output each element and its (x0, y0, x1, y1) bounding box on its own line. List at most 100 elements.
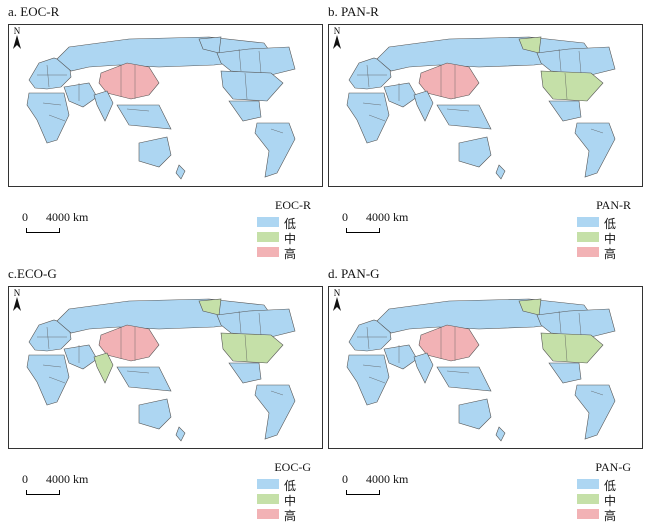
panel-title: c.ECO-G (8, 266, 57, 281)
scale-bar: 0 4000 km (22, 472, 142, 500)
region-sea (436, 366, 492, 392)
legend: PAN-R 低中高 (571, 198, 631, 261)
scale-distance: 4000 km (46, 210, 89, 224)
legend-label: 高 (284, 247, 297, 261)
legend: EOC-G 低中高 (251, 460, 311, 523)
country-border (238, 310, 242, 334)
region-europe (28, 57, 72, 90)
region-middle_east (383, 344, 418, 370)
legend-title: EOC-R (275, 198, 311, 212)
region-southamerica (254, 122, 296, 178)
region-india (413, 352, 434, 384)
country-border (366, 326, 370, 350)
legend-swatch (577, 217, 599, 227)
world-map: N (8, 286, 323, 449)
scale-bar: 0 4000 km (342, 210, 462, 238)
region-india (93, 90, 114, 122)
region-china (418, 324, 480, 362)
legend-title: PAN-R (596, 198, 631, 212)
region-newzealand (495, 164, 506, 180)
north-arrow-icon: N (13, 288, 21, 311)
region-canada (216, 46, 296, 76)
legend-swatch (577, 494, 599, 504)
region-australia (458, 398, 492, 430)
country-border (270, 128, 284, 134)
country-border (446, 108, 470, 112)
legend-swatch (577, 232, 599, 242)
country-border (362, 364, 382, 368)
region-canada (536, 46, 616, 76)
region-australia (138, 136, 172, 168)
country-border (590, 390, 604, 396)
region-canada (536, 308, 616, 338)
legend-title: PAN-G (595, 460, 631, 474)
region-middle_east (63, 344, 98, 370)
region-middle_east (383, 82, 418, 108)
north-arrow-head (13, 297, 21, 311)
country-border (126, 370, 150, 374)
region-mexico (228, 362, 262, 384)
panel-title: b. PAN-R (328, 4, 379, 19)
region-newzealand (175, 164, 186, 180)
region-sea (436, 104, 492, 130)
country-border (46, 326, 50, 350)
north-label: N (14, 26, 21, 36)
legend-swatch (577, 479, 599, 489)
legend-swatch (257, 494, 279, 504)
country-border (590, 128, 604, 134)
region-mexico (548, 362, 582, 384)
world-map: N (8, 24, 323, 187)
region-usa (220, 332, 284, 364)
map-canvas (26, 36, 296, 180)
scale-bar: 0 4000 km (342, 472, 462, 500)
country-border (244, 72, 248, 100)
country-border (558, 310, 562, 334)
map-panel-a: a. EOC-R N 0 4000 km EOC-R 低中高 (4, 0, 325, 261)
region-india (93, 352, 114, 384)
country-border (46, 64, 50, 88)
country-border (238, 48, 242, 72)
scale-distance: 4000 km (46, 472, 89, 486)
region-usa (540, 70, 604, 102)
scale-zero: 0 (342, 472, 348, 486)
country-border (558, 48, 562, 72)
legend: EOC-R 低中高 (251, 198, 311, 261)
legend-label: 低 (604, 217, 617, 231)
legend-swatch (577, 247, 599, 257)
region-australia (458, 136, 492, 168)
region-china (98, 62, 160, 100)
legend-swatch (257, 217, 279, 227)
map-canvas (26, 298, 296, 442)
north-label: N (334, 288, 341, 298)
country-border (270, 390, 284, 396)
region-sea (116, 104, 172, 130)
country-border (578, 50, 582, 74)
legend-label: 中 (284, 232, 297, 246)
country-border (258, 50, 262, 74)
region-europe (28, 319, 72, 352)
region-china (98, 324, 160, 362)
scale-zero: 0 (22, 210, 28, 224)
region-africa (346, 354, 390, 406)
legend-swatch (577, 509, 599, 519)
region-usa (220, 70, 284, 102)
country-border (366, 64, 370, 88)
country-border (368, 376, 386, 384)
country-border (564, 334, 568, 362)
region-mexico (228, 100, 262, 122)
region-india (413, 90, 434, 122)
north-arrow-head (333, 297, 341, 311)
country-border (48, 114, 66, 122)
region-middle_east (63, 82, 98, 108)
region-southamerica (254, 384, 296, 440)
legend-label: 高 (604, 247, 617, 261)
map-panel-d: d. PAN-G N 0 4000 km PAN-G 低中高 (324, 262, 645, 523)
legend-label: 低 (284, 479, 297, 493)
country-border (258, 312, 262, 336)
country-border (578, 312, 582, 336)
region-newzealand (495, 426, 506, 442)
legend-swatch (257, 232, 279, 242)
country-border (48, 376, 66, 384)
legend-swatch (257, 509, 279, 519)
world-map: N (328, 24, 643, 187)
